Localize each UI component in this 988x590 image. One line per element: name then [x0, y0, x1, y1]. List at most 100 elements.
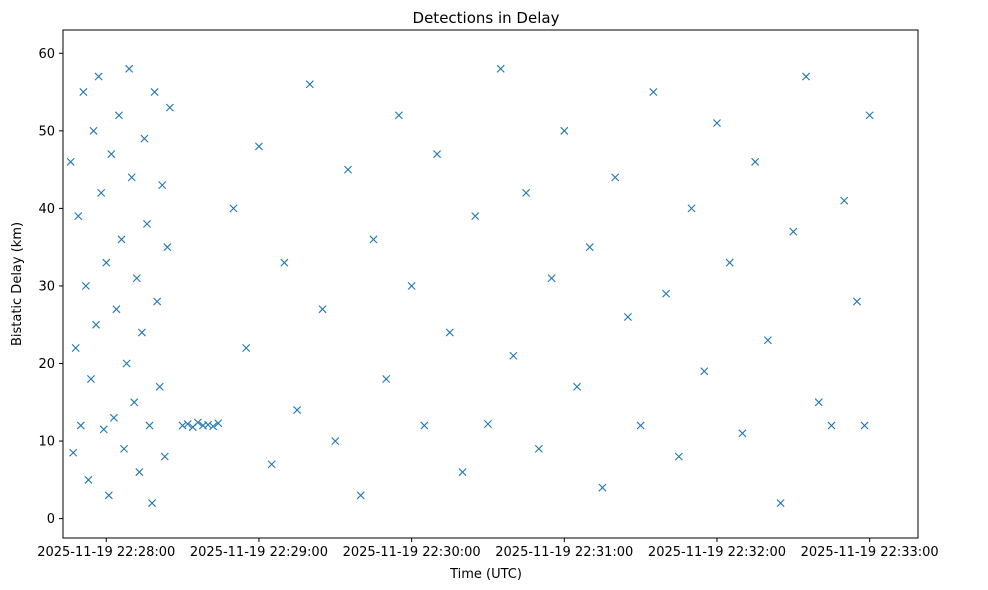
data-point	[158, 181, 167, 190]
data-point	[89, 126, 98, 135]
y-tick-label: 40	[38, 202, 55, 217]
y-tick-label: 0	[47, 512, 55, 527]
data-point	[267, 460, 276, 469]
data-point	[496, 64, 505, 73]
data-point	[71, 343, 80, 352]
data-point	[789, 227, 798, 236]
data-point	[112, 305, 121, 314]
data-point	[79, 88, 88, 97]
data-point	[153, 297, 162, 306]
data-point	[145, 421, 154, 430]
data-point	[674, 452, 683, 461]
y-tick-label: 60	[38, 47, 55, 62]
data-point	[394, 111, 403, 120]
data-point	[74, 212, 83, 221]
data-point	[471, 212, 480, 221]
y-tick-label: 20	[38, 357, 55, 372]
data-point	[318, 305, 327, 314]
y-tick-label: 10	[38, 435, 55, 450]
data-point	[293, 406, 302, 415]
data-point	[242, 343, 251, 352]
data-point	[117, 235, 126, 244]
x-tick-label: 2025-11-19 22:28:00	[37, 545, 175, 560]
data-point	[132, 274, 141, 283]
data-point	[763, 336, 772, 345]
x-tick-label: 2025-11-19 22:30:00	[343, 545, 481, 560]
y-tick-label: 30	[38, 279, 55, 294]
data-point	[204, 420, 213, 429]
data-point	[509, 351, 518, 360]
data-point	[114, 111, 123, 120]
data-point	[407, 281, 416, 290]
y-axis-label: Bistatic Delay (km)	[10, 222, 25, 346]
data-point	[649, 88, 658, 97]
data-point	[254, 142, 263, 151]
data-point	[163, 243, 172, 252]
x-axis: 2025-11-19 22:28:00 2025-11-19 22:29:00 20…	[37, 538, 939, 560]
data-point	[142, 219, 151, 228]
data-point	[369, 235, 378, 244]
data-point	[814, 398, 823, 407]
data-point	[178, 421, 187, 430]
data-point	[148, 499, 157, 508]
data-point	[382, 375, 391, 383]
data-point	[97, 188, 106, 197]
plot-frame	[62, 29, 919, 539]
data-point	[165, 103, 174, 112]
data-point	[598, 483, 607, 492]
data-point	[852, 297, 861, 306]
data-point	[92, 320, 101, 329]
data-point	[725, 258, 734, 267]
data-point	[458, 468, 467, 477]
x-tick-label: 2025-11-19 22:29:00	[190, 545, 328, 560]
data-point	[155, 382, 164, 391]
data-point	[356, 491, 365, 500]
data-point	[229, 204, 238, 213]
data-point	[183, 420, 192, 428]
data-point	[534, 444, 543, 453]
data-point	[76, 421, 85, 430]
data-point	[585, 243, 594, 252]
data-point	[776, 499, 785, 508]
data-point	[99, 425, 108, 434]
data-point	[66, 157, 75, 166]
data-point	[125, 64, 134, 73]
data-point	[700, 367, 709, 376]
data-point	[738, 429, 747, 438]
data-point	[860, 421, 869, 430]
data-point	[827, 421, 836, 430]
data-point	[130, 398, 139, 407]
x-tick-label: 2025-11-19 22:31:00	[495, 545, 633, 560]
data-point	[433, 150, 442, 159]
data-point	[120, 444, 129, 453]
x-tick-label: 2025-11-19 22:32:00	[648, 545, 786, 560]
data-point	[214, 419, 223, 428]
data-point	[87, 375, 95, 383]
data-point	[522, 188, 531, 197]
data-point	[209, 422, 218, 431]
y-axis: 0 10 20 30 40 50 60	[38, 47, 63, 527]
data-point	[623, 312, 632, 321]
data-point	[84, 475, 93, 484]
data-point	[802, 72, 811, 81]
data-point	[137, 328, 146, 337]
data-point	[636, 421, 645, 430]
data-point	[611, 173, 620, 182]
data-point	[122, 359, 131, 368]
chart-title: Detections in Delay	[413, 9, 560, 27]
data-point	[331, 437, 340, 446]
data-point	[560, 126, 569, 135]
data-point	[160, 452, 169, 461]
data-point	[127, 173, 136, 182]
data-point	[150, 88, 159, 97]
data-point	[140, 134, 149, 143]
data-point	[662, 289, 671, 298]
x-tick-label: 2025-11-19 22:33:00	[801, 545, 939, 560]
data-point	[712, 119, 721, 128]
data-point	[573, 382, 582, 391]
data-point	[483, 420, 492, 428]
data-point	[305, 80, 314, 89]
data-point	[751, 157, 760, 166]
data-point	[687, 204, 696, 213]
